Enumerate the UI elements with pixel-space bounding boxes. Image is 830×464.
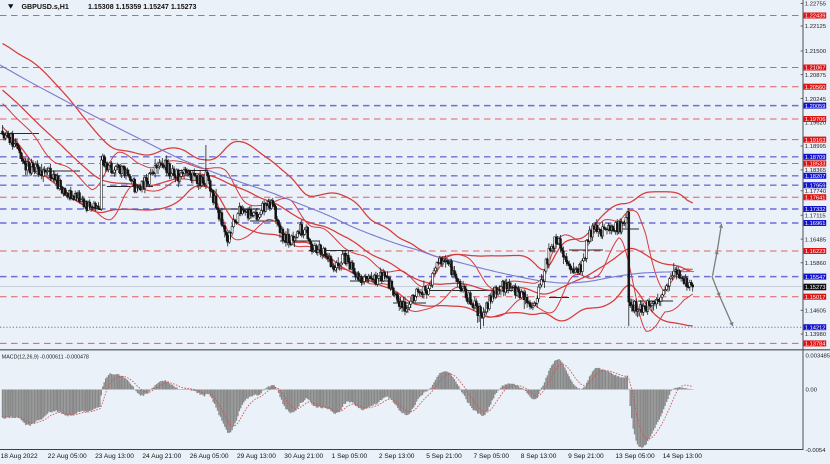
svg-text:5 Sep 21:00: 5 Sep 21:00 — [426, 453, 462, 460]
svg-text:1.14605: 1.14605 — [805, 308, 827, 314]
svg-text:0.003485: 0.003485 — [806, 353, 830, 359]
svg-text:1.13784: 1.13784 — [805, 342, 826, 348]
svg-text:18 Aug 2022: 18 Aug 2022 — [1, 453, 38, 460]
svg-text:1.18995: 1.18995 — [805, 144, 827, 150]
svg-text:1.16485: 1.16485 — [805, 237, 827, 243]
svg-text:9 Sep 21:00: 9 Sep 21:00 — [568, 453, 604, 460]
svg-text:29 Aug 13:00: 29 Aug 13:00 — [237, 453, 276, 460]
svg-text:14 Sep 13:00: 14 Sep 13:00 — [663, 453, 703, 460]
svg-text:1.17740: 1.17740 — [805, 189, 827, 195]
svg-text:1.22755: 1.22755 — [805, 2, 827, 8]
svg-text:1.20245: 1.20245 — [805, 97, 827, 103]
svg-text:1.20059: 1.20059 — [805, 104, 826, 110]
svg-text:1.14212: 1.14212 — [805, 325, 826, 331]
svg-text:13 Sep 05:00: 13 Sep 05:00 — [615, 453, 655, 460]
svg-text:-0.0054: -0.0054 — [806, 448, 827, 454]
svg-text:1.19620: 1.19620 — [805, 120, 827, 126]
svg-text:1.15860: 1.15860 — [805, 261, 827, 267]
svg-text:1.16961: 1.16961 — [805, 221, 826, 227]
svg-text:1.17115: 1.17115 — [805, 213, 827, 219]
svg-text:1.18709: 1.18709 — [805, 155, 826, 161]
svg-text:1.21067: 1.21067 — [805, 66, 826, 72]
svg-text:1.15308 1.15359 1.15247 1.1527: 1.15308 1.15359 1.15247 1.15273 — [88, 3, 197, 11]
svg-text:1 Sep 05:00: 1 Sep 05:00 — [332, 453, 368, 460]
svg-text:MACD(12,26,9) -0.000611 -0.000: MACD(12,26,9) -0.000611 -0.000478 — [2, 354, 89, 360]
svg-text:1.20875: 1.20875 — [805, 73, 827, 79]
svg-text:1.13980: 1.13980 — [805, 332, 827, 338]
svg-text:22 Aug 05:00: 22 Aug 05:00 — [48, 453, 87, 460]
svg-text:24 Aug 21:00: 24 Aug 21:00 — [142, 453, 181, 460]
svg-text:1.18365: 1.18365 — [805, 168, 827, 174]
svg-text:1.15273: 1.15273 — [805, 285, 826, 291]
svg-text:1.18207: 1.18207 — [805, 174, 826, 180]
svg-text:1.20560: 1.20560 — [805, 85, 826, 91]
svg-text:1.22439: 1.22439 — [805, 14, 826, 20]
svg-text:8 Sep 13:00: 8 Sep 13:00 — [521, 453, 557, 460]
svg-text:23 Aug 13:00: 23 Aug 13:00 — [95, 453, 134, 460]
svg-text:0.00: 0.00 — [806, 388, 818, 394]
svg-text:26 Aug 05:00: 26 Aug 05:00 — [190, 453, 229, 460]
svg-text:1.17959: 1.17959 — [805, 183, 826, 189]
svg-text:1.17641: 1.17641 — [805, 195, 826, 201]
svg-text:1.22125: 1.22125 — [805, 24, 827, 30]
svg-text:2 Sep 13:00: 2 Sep 13:00 — [379, 453, 415, 460]
svg-text:30 Aug 21:00: 30 Aug 21:00 — [284, 453, 323, 460]
svg-text:1.19163: 1.19163 — [805, 138, 826, 144]
svg-text:1.19706: 1.19706 — [805, 117, 826, 123]
svg-text:1.15017: 1.15017 — [805, 295, 826, 301]
svg-text:1.17332: 1.17332 — [805, 207, 826, 213]
svg-text:7 Sep 05:00: 7 Sep 05:00 — [474, 453, 510, 460]
svg-text:1.21500: 1.21500 — [805, 49, 827, 55]
svg-text:1.15547: 1.15547 — [805, 275, 826, 281]
svg-text:1.18533: 1.18533 — [805, 162, 826, 168]
svg-text:GBPUSD.s,H1: GBPUSD.s,H1 — [22, 3, 69, 11]
svg-text:1.16223: 1.16223 — [805, 249, 826, 255]
